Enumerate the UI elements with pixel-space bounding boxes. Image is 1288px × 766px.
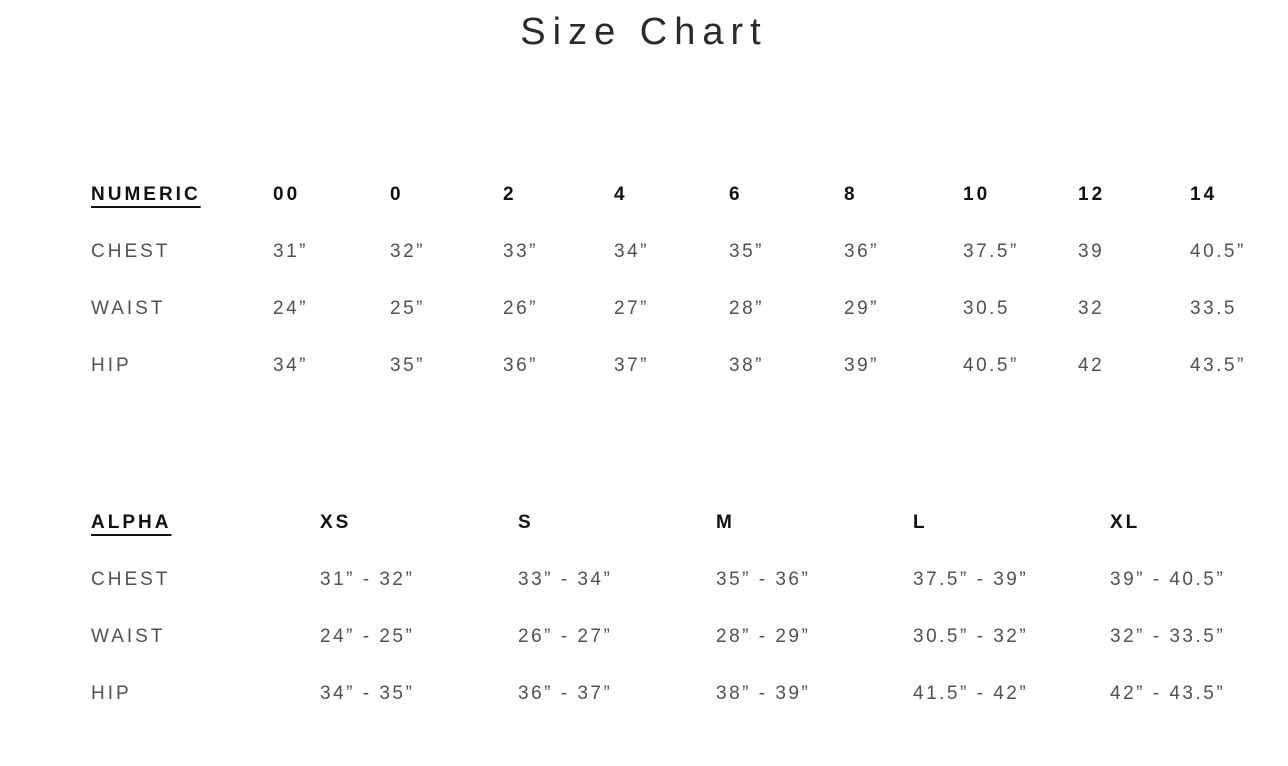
size-column-header: L [913,511,928,533]
measurement-value: 33” - 34” [518,568,613,590]
measurement-value: 42” - 43.5” [1110,682,1226,704]
measurement-value: 30.5 [963,297,1010,319]
measurement-value: 27” [614,297,649,319]
measurement-value: 24” [273,297,308,319]
measurement-value: 38” [729,354,764,376]
measurement-value: 39” [844,354,879,376]
measurement-value: 41.5” - 42” [913,682,1029,704]
table-row: WAIST 24” 25” 26” 27” 28” 29” 30.5 32 33.5 [91,280,1288,337]
size-column-header: 4 [614,183,628,205]
size-column-header: XS [320,511,352,533]
measurement-value: 31” - 32” [320,568,415,590]
table-row: CHEST 31” - 32” 33” - 34” 35” - 36” 37.5” - … [91,551,1288,608]
size-column-header: 14 [1190,183,1218,205]
alpha-size-table: ALPHA XS S M L XL CHEST 31” - 32” 33” - 34” 35” -… [91,494,1288,722]
table-row: CHEST 31” 32” 33” 34” 35” 36” 37.5” 39 40.5” [91,223,1288,280]
measurement-value: 37.5” [963,240,1019,262]
table-row: HIP 34” 35” 36” 37” 38” 39” 40.5” 42 43.5” [91,337,1288,394]
table-header-row: NUMERIC 00 0 2 4 6 8 10 12 14 [91,166,1288,223]
measurement-value: 32 [1078,297,1105,319]
table-title-label: NUMERIC [91,183,201,205]
measurement-value: 30.5” - 32” [913,625,1029,647]
size-column-header: 10 [963,183,991,205]
size-column-header: S [518,511,534,533]
size-column-header: XL [1110,511,1141,533]
measurement-value: 40.5” [1190,240,1246,262]
measurement-label: CHEST [91,568,171,590]
measurement-value: 43.5” [1190,354,1246,376]
measurement-value: 34” - 35” [320,682,415,704]
measurement-value: 40.5” [963,354,1019,376]
measurement-value: 36” [503,354,538,376]
measurement-value: 36” - 37” [518,682,613,704]
measurement-value: 31” [273,240,308,262]
measurement-label: CHEST [91,240,171,262]
size-column-header: 12 [1078,183,1106,205]
measurement-value: 29” [844,297,879,319]
measurement-value: 39” - 40.5” [1110,568,1226,590]
measurement-value: 35” [390,354,425,376]
measurement-value: 37.5” - 39” [913,568,1029,590]
measurement-value: 25” [390,297,425,319]
size-column-header: M [716,511,735,533]
measurement-value: 36” [844,240,879,262]
measurement-value: 39 [1078,240,1105,262]
size-chart-content: NUMERIC 00 0 2 4 6 8 10 12 14 CHEST 31” 32” 33” 34” 35”… [91,166,1288,722]
measurement-label: HIP [91,354,132,376]
measurement-value: 34” [614,240,649,262]
measurement-label: HIP [91,682,132,704]
measurement-value: 28” - 29” [716,625,811,647]
measurement-value: 24” - 25” [320,625,415,647]
measurement-value: 34” [273,354,308,376]
measurement-value: 32” [390,240,425,262]
measurement-label: WAIST [91,297,166,319]
measurement-value: 26” [503,297,538,319]
measurement-value: 32” - 33.5” [1110,625,1226,647]
table-row: HIP 34” - 35” 36” - 37” 38” - 39” 41.5” - 42… [91,665,1288,722]
size-column-header: 0 [390,183,404,205]
measurement-label: WAIST [91,625,166,647]
page-title: Size Chart [520,11,768,53]
measurement-value: 26” - 27” [518,625,613,647]
measurement-value: 35” [729,240,764,262]
measurement-value: 33” [503,240,538,262]
measurement-value: 28” [729,297,764,319]
numeric-size-table: NUMERIC 00 0 2 4 6 8 10 12 14 CHEST 31” 32” 33” 34” 35”… [91,166,1288,394]
table-row: WAIST 24” - 25” 26” - 27” 28” - 29” 30.5” - … [91,608,1288,665]
measurement-value: 33.5 [1190,297,1237,319]
measurement-value: 37” [614,354,649,376]
size-column-header: 8 [844,183,858,205]
measurement-value: 35” - 36” [716,568,811,590]
measurement-value: 38” - 39” [716,682,811,704]
size-column-header: 00 [273,183,301,205]
size-column-header: 6 [729,183,743,205]
table-title-label: ALPHA [91,511,172,533]
table-header-row: ALPHA XS S M L XL [91,494,1288,551]
size-column-header: 2 [503,183,517,205]
measurement-value: 42 [1078,354,1105,376]
